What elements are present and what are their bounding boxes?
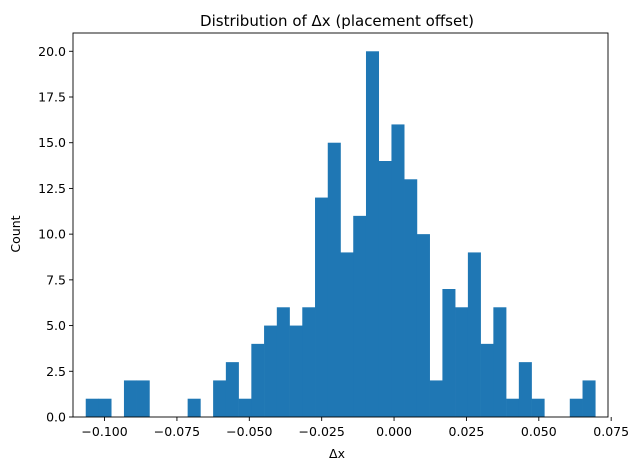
histogram-bar — [85, 398, 99, 417]
histogram-bar — [123, 380, 137, 417]
histogram-bar — [276, 307, 290, 417]
x-tick-label: 0.025 — [449, 424, 485, 439]
histogram-bar — [238, 398, 252, 417]
histogram-bar — [404, 179, 418, 417]
histogram-bar — [340, 252, 354, 417]
histogram-bar — [518, 362, 532, 417]
histogram-bar — [531, 398, 545, 417]
y-tick-label: 12.5 — [38, 181, 66, 196]
y-tick-label: 0.0 — [46, 410, 66, 425]
histogram-bar — [365, 51, 380, 418]
histogram-bar — [429, 380, 443, 417]
histogram-bar — [378, 161, 392, 417]
histogram-bar — [315, 197, 329, 417]
histogram-bar — [416, 234, 430, 417]
histogram-bar — [493, 307, 507, 417]
histogram-bar — [264, 325, 278, 417]
histogram-bar — [569, 398, 583, 417]
x-axis-ticks: −0.100 −0.075 −0.050 −0.025 0.000 0.025 0.050 0… — [81, 417, 629, 439]
histogram-bar — [136, 380, 150, 417]
histogram-bar — [289, 325, 303, 417]
y-tick-label: 17.5 — [38, 90, 66, 105]
histogram-bar — [353, 215, 367, 417]
chart-title: Distribution of Δx (placement offset) — [200, 12, 474, 30]
x-tick-label: −0.100 — [81, 424, 127, 439]
x-tick-label: −0.075 — [154, 424, 200, 439]
x-tick-label: 0.000 — [376, 424, 412, 439]
histogram-bar — [391, 124, 405, 417]
histogram-bar — [251, 343, 265, 417]
histogram-bar — [225, 362, 239, 417]
x-tick-label: 0.075 — [593, 424, 629, 439]
y-tick-label: 15.0 — [38, 135, 66, 150]
x-tick-label: 0.050 — [521, 424, 557, 439]
y-tick-label: 7.5 — [46, 272, 66, 287]
histogram-bar — [442, 289, 456, 417]
x-tick-label: −0.050 — [226, 424, 272, 439]
histogram-bar — [506, 398, 520, 417]
y-tick-label: 5.0 — [46, 318, 66, 333]
histogram-bar — [98, 398, 112, 417]
y-tick-label: 2.5 — [46, 364, 66, 379]
y-axis-ticks: 0.0 2.5 5.0 7.5 10.0 12.5 15.0 17.5 20.0 — [38, 44, 73, 425]
x-axis-title: Δx — [329, 446, 345, 461]
x-tick-label: −0.025 — [299, 424, 345, 439]
bars-group — [85, 51, 596, 418]
histogram-bar — [480, 343, 494, 417]
y-tick-label: 10.0 — [38, 227, 66, 242]
y-axis-title: Count — [8, 215, 23, 252]
histogram-bar — [302, 307, 316, 417]
histogram-bar — [327, 142, 341, 417]
histogram-bar — [582, 380, 596, 417]
histogram-bar — [455, 307, 469, 417]
plot-frame — [72, 32, 609, 418]
histogram-bar — [187, 398, 201, 417]
histogram-bar — [213, 380, 227, 417]
histogram-bar — [467, 252, 481, 417]
y-tick-label: 20.0 — [38, 44, 66, 59]
